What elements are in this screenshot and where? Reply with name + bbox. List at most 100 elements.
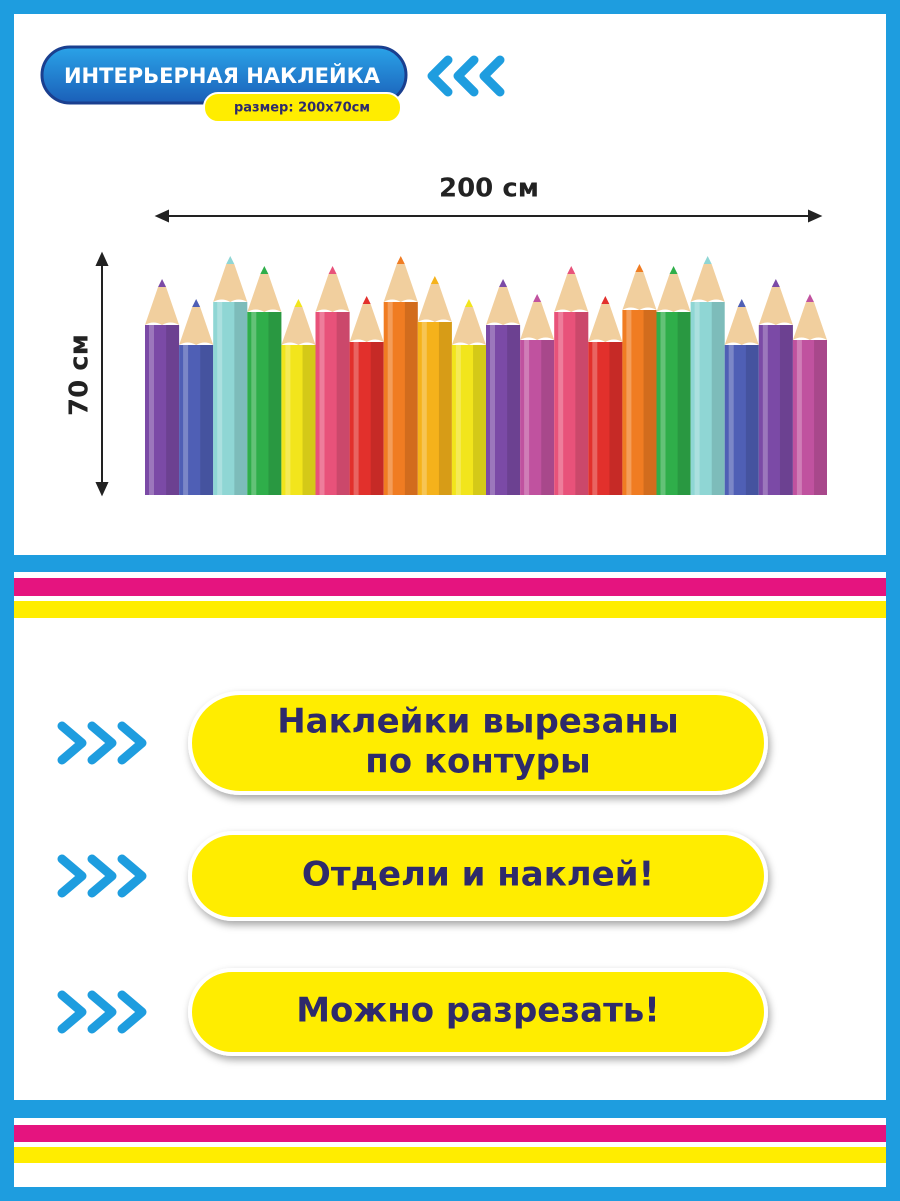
- pencil-body: [417, 322, 452, 495]
- pencil-body: [724, 345, 759, 495]
- pencil-wood: [588, 304, 623, 342]
- pencil-shade: [268, 312, 282, 495]
- feature-pill: [188, 968, 768, 1056]
- gap: [14, 1163, 886, 1187]
- pencil-body: [656, 312, 691, 495]
- pencil-lead: [226, 256, 235, 264]
- stripe-yellow: [14, 601, 886, 618]
- pencil-wood: [792, 302, 827, 340]
- pencil-light: [694, 302, 700, 495]
- feature-text: Наклейки вырезаны: [277, 702, 679, 742]
- feature-pill: [188, 831, 768, 921]
- pencil-wood: [247, 274, 282, 312]
- pencil-shade: [234, 302, 248, 495]
- feature-pill: [188, 691, 768, 795]
- pencil-light: [149, 325, 154, 495]
- pencil-lead: [158, 279, 167, 287]
- pencil-shade: [473, 345, 486, 495]
- pencil-wood: [656, 274, 691, 312]
- pencil-lead: [567, 266, 576, 274]
- pencil-body: [554, 312, 589, 495]
- pencil-body: [179, 345, 214, 495]
- chevron: [87, 721, 117, 765]
- pencil-wood: [281, 307, 316, 345]
- pencil-body: [690, 302, 725, 495]
- pencil-wood: [315, 274, 350, 312]
- feature-text: Можно разрезать!: [296, 991, 660, 1031]
- pencil-shade: [711, 302, 725, 495]
- width-label: 200 см: [439, 174, 539, 204]
- pencil-shade: [404, 302, 418, 495]
- pencil-wood: [451, 307, 486, 345]
- pencil-light: [592, 342, 598, 495]
- chevron: [57, 990, 87, 1034]
- pencil-lead: [464, 299, 473, 307]
- pencil-wood: [213, 264, 248, 302]
- pencil-light: [251, 312, 257, 495]
- pencil-lead: [362, 296, 371, 304]
- pencil-light: [353, 342, 359, 495]
- pencil-wood: [145, 287, 180, 325]
- pencil-shade: [779, 325, 793, 495]
- height-label: 70 см: [65, 334, 95, 416]
- pencil-light: [796, 340, 802, 495]
- pencil-light: [490, 325, 495, 495]
- pencil-light: [626, 310, 632, 495]
- pencil-lead: [499, 279, 508, 287]
- pencil-wood: [690, 264, 725, 302]
- pencil-lead: [669, 266, 678, 274]
- pencil-shade: [609, 342, 623, 495]
- gap: [14, 596, 886, 601]
- pencil-lead: [737, 299, 746, 307]
- chevron: [87, 854, 117, 898]
- pencil-lead: [430, 276, 439, 284]
- header-subtitle: размер: 200x70см: [234, 101, 370, 116]
- pencil-light: [421, 322, 427, 495]
- pencil-shade: [200, 345, 214, 495]
- pencil-light: [285, 345, 291, 495]
- pencil-shade: [438, 322, 452, 495]
- pencil-wood: [622, 272, 657, 310]
- pencils: [145, 256, 827, 495]
- pencil-wood: [724, 307, 759, 345]
- chevron: [117, 990, 147, 1034]
- pencil-body: [792, 340, 827, 495]
- chevron: [57, 721, 87, 765]
- pencil-light: [387, 302, 393, 495]
- gap: [14, 1142, 886, 1147]
- pencil-wood: [349, 304, 384, 342]
- pencil-light: [660, 312, 666, 495]
- pencil-body: [315, 312, 350, 495]
- pencil-light: [217, 302, 223, 495]
- pencil-shade: [575, 312, 589, 495]
- pencil-shade: [166, 325, 180, 495]
- pencil-lead: [805, 294, 814, 302]
- pencil-body: [520, 340, 555, 495]
- pencil-body: [622, 310, 657, 495]
- pencil-lead: [601, 296, 610, 304]
- pencil-wood: [520, 302, 555, 340]
- gap: [14, 1118, 886, 1125]
- pencil-light: [524, 340, 530, 495]
- stripe-magenta: [14, 578, 886, 596]
- pencil-lead: [294, 299, 303, 307]
- stripe-magenta: [14, 1125, 886, 1142]
- pencil-lead: [260, 266, 269, 274]
- pencil-body: [281, 345, 316, 495]
- height-arrow: [95, 251, 109, 497]
- pencil-body: [383, 302, 418, 495]
- width-arrow: [154, 209, 823, 223]
- pencil-shade: [814, 340, 827, 495]
- pencil-body: [451, 345, 486, 495]
- chevron: [57, 854, 87, 898]
- pencil-wood: [179, 307, 214, 345]
- header-subtitle-pill: [203, 92, 402, 123]
- pencil-shade: [677, 312, 691, 495]
- chevron: [117, 721, 147, 765]
- chevrons-right: [57, 990, 147, 1034]
- pencil-lead: [703, 256, 712, 264]
- pencil-shade: [370, 342, 384, 495]
- pencil-wood: [383, 264, 418, 302]
- pencil-wood: [554, 274, 589, 312]
